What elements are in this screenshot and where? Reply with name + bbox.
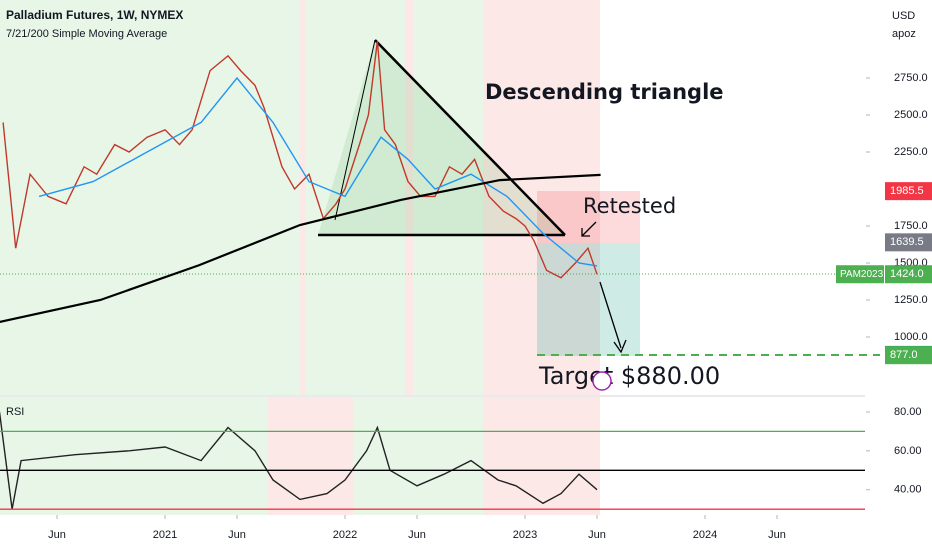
y-tick-label: 80.00 — [894, 406, 922, 418]
annotation: Descending triangle — [485, 80, 724, 104]
y-tick-label: 2500.0 — [894, 109, 928, 121]
symbol-box — [836, 265, 884, 284]
price-label: 1985.5 — [890, 185, 924, 197]
zones — [0, 0, 600, 515]
price-label-box — [885, 182, 932, 201]
x-tick-label: 2022 — [333, 529, 357, 541]
x-tick-label: Jun — [588, 529, 606, 541]
x-tick-label: Jun — [768, 529, 786, 541]
rsi-bear-zone — [268, 397, 353, 515]
y-tick-label: 1000.0 — [894, 331, 928, 343]
series-line — [38, 76, 598, 267]
y-tick-label: 60.00 — [894, 445, 922, 457]
triangle-fill — [318, 40, 565, 235]
symbol-label: PAM2023 — [840, 269, 884, 280]
retest-arrow — [581, 221, 597, 237]
x-tick-label: Jun — [408, 529, 426, 541]
x-tick-label: Jun — [228, 529, 246, 541]
arrow-head — [613, 339, 627, 354]
alert-icon[interactable] — [592, 371, 612, 391]
price-label: 877.0 — [890, 349, 918, 361]
y-tick-label: 2250.0 — [894, 146, 928, 158]
y-tick-label: 1250.0 — [894, 294, 928, 306]
bear-stripe — [300, 0, 306, 395]
target-arrow — [599, 281, 622, 349]
x-tick-label: 2024 — [693, 529, 717, 541]
y-tick-label: 2750.0 — [894, 72, 928, 84]
series-line — [0, 173, 601, 324]
arrow-head — [581, 228, 590, 237]
price-label-box — [885, 233, 932, 252]
y-tick-label: 40.00 — [894, 484, 922, 496]
triangle-edge — [334, 39, 376, 221]
triangle-edge — [374, 39, 566, 236]
annotation: Target $880.00 — [538, 362, 720, 390]
target-box — [537, 243, 640, 356]
bull-zone — [0, 0, 483, 395]
series-line — [2, 40, 598, 279]
chart-subtitle: 7/21/200 Simple Moving Average — [6, 28, 167, 40]
chart-title: Palladium Futures, 1W, NYMEX — [6, 8, 183, 22]
rsi-bear-zone — [483, 397, 600, 515]
x-tick-label: 2023 — [513, 529, 537, 541]
price-label-box — [885, 265, 932, 284]
annotation: Retested — [583, 194, 676, 218]
price-label: 1424.0 — [890, 268, 924, 280]
currency: USD — [892, 10, 915, 22]
author: apoz — [892, 28, 916, 40]
x-tick-label: Jun — [48, 529, 66, 541]
x-tick-label: 2021 — [153, 529, 177, 541]
rsi-title: RSI — [6, 406, 24, 418]
price-label: 1639.5 — [890, 236, 924, 248]
bear-zone — [483, 0, 600, 395]
series-line — [0, 411, 598, 510]
y-tick-label: 1750.0 — [894, 220, 928, 232]
price-label-box — [885, 346, 932, 365]
